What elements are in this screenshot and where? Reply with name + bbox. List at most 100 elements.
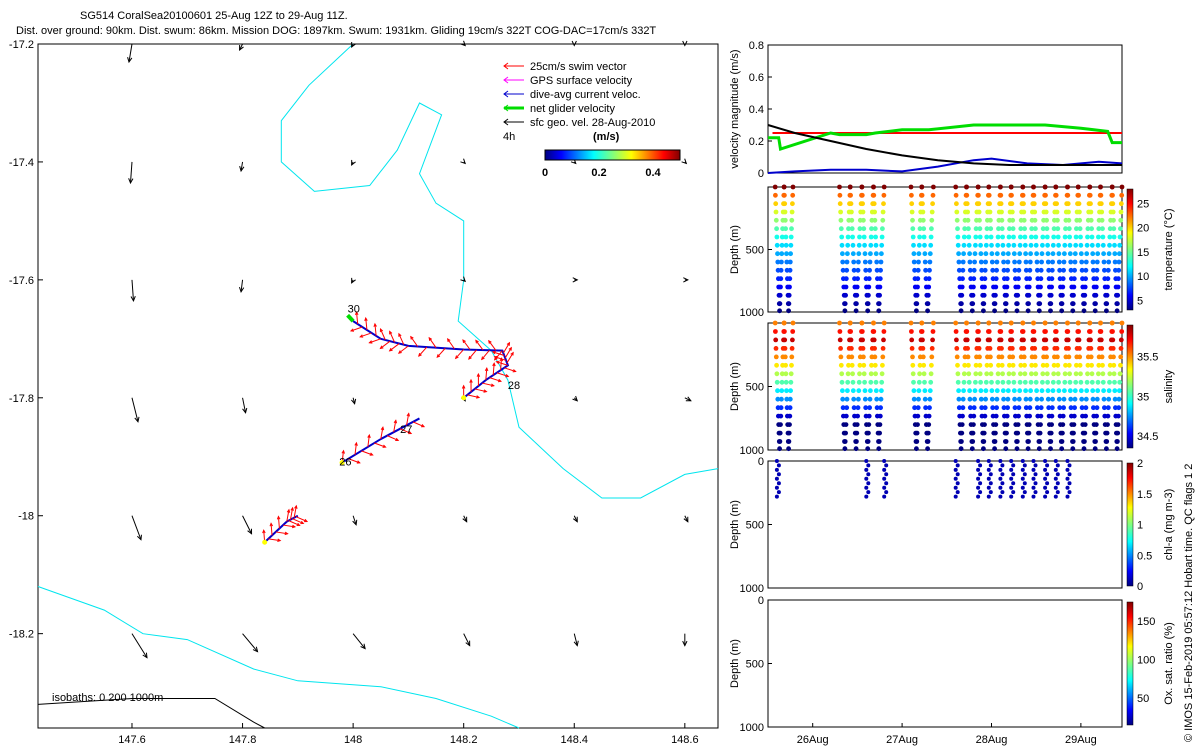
chla-profile-point [1065, 476, 1070, 481]
chla-profile-point [1000, 472, 1005, 477]
chla-profile-point [866, 490, 871, 495]
salinity-profile-point [1053, 320, 1059, 326]
temperature-profile-point [966, 226, 971, 232]
salinity-profile-point [873, 371, 878, 377]
chla-profile-point [1053, 494, 1058, 499]
temperature-profile-point [969, 308, 975, 314]
swim-vector-arrow [496, 372, 510, 378]
temperature-profile-point [1102, 267, 1107, 273]
chla-profile-point [1031, 485, 1036, 490]
swim-vector-arrow-head [484, 366, 489, 372]
chla-profile-point [1022, 490, 1027, 495]
temperature-profile-point [1066, 209, 1071, 215]
temperature-profile-point [850, 251, 856, 257]
temperature-profile-point [1104, 301, 1110, 307]
chla-profile-point [1045, 472, 1050, 477]
temperature-profile-point [917, 226, 923, 232]
temperature-colorbar-tick: 15 [1137, 247, 1149, 259]
temperature-profile-point [982, 267, 988, 273]
day-label: 28 [508, 380, 520, 392]
swim-vector-arrow-head [379, 328, 384, 333]
salinity-profile-point [929, 354, 935, 360]
geo-velocity-arrow-head [682, 40, 688, 47]
salinity-profile-point [845, 388, 850, 394]
chla-profile-point [998, 485, 1003, 490]
salinity-profile-point [973, 371, 979, 377]
temperature-profile-point [1060, 284, 1066, 290]
swim-vector-arrow-shaft [293, 505, 297, 518]
temperature-profile-point [1043, 209, 1049, 215]
salinity-profile-point [965, 346, 970, 351]
chla-profile-point [864, 494, 869, 499]
temperature-profile-point [915, 267, 921, 273]
salinity-profile-point [1065, 329, 1071, 334]
salinity-profile-point [1046, 405, 1052, 411]
oxygen-colorbar-tick: 150 [1137, 616, 1155, 628]
swim-vector-arrow [397, 345, 409, 354]
chla-profile-point [955, 463, 960, 468]
salinity-profile-point [1066, 362, 1072, 368]
temperature-profile-point [999, 209, 1004, 215]
oxygen-frame [767, 599, 1123, 728]
salinity-profile-point [1045, 388, 1051, 394]
salinity-profile-point [790, 329, 796, 334]
temperature-profile-point [1110, 201, 1116, 207]
chla-profile-point [882, 476, 887, 481]
salinity-profile-point [1043, 329, 1048, 334]
salinity-profile-point [788, 379, 794, 385]
salinity-profile-point [1114, 446, 1120, 452]
geo-velocity-arrow [460, 40, 467, 47]
swim-vector-arrow [495, 360, 509, 366]
salinity-profile-point [861, 371, 867, 377]
salinity-profile-point [1062, 388, 1067, 394]
temperature-profile-point [1001, 267, 1007, 273]
salinity-profile-point [956, 396, 962, 402]
geo-velocity-arrow-shaft [573, 633, 578, 646]
salinity-profile-point [1026, 422, 1032, 427]
map-xtick-label: 148.4 [560, 734, 588, 746]
salinity-profile-point [1094, 413, 1099, 419]
salinity-profile-point [920, 346, 926, 351]
salinity-profile-point [786, 446, 791, 452]
temperature-profile-point [1011, 234, 1016, 240]
temperature-profile-point [859, 184, 865, 190]
swim-vector-arrow-shaft [485, 368, 488, 381]
swim-vector-arrow [398, 332, 405, 345]
temperature-profile-point [850, 242, 856, 248]
salinity-profile-point [1105, 413, 1111, 419]
temperature-profile-point [1114, 308, 1120, 314]
swim-vector-arrow-head [462, 339, 466, 344]
geo-velocity-arrow-shaft [240, 161, 244, 172]
salinity-profile-point [1094, 405, 1100, 411]
salinity-profile-point [1068, 396, 1074, 402]
temperature-profile-point [1055, 217, 1060, 223]
geo-velocity-arrow-head [130, 296, 136, 303]
salinity-profile-point [1089, 379, 1095, 385]
swim-vector-arrow-head [356, 460, 361, 464]
salinity-profile-point [1066, 354, 1072, 360]
temperature-profile-point [966, 234, 972, 240]
temperature-profile-point [862, 242, 867, 248]
salinity-profile-point [789, 346, 795, 351]
velocity-ytick-label: 0.6 [749, 72, 764, 84]
geo-velocity-arrow [242, 633, 259, 653]
geo-velocity-arrow [352, 633, 366, 650]
chla-profile-point [1043, 467, 1048, 472]
salinity-profile-point [1029, 371, 1034, 377]
swim-vector-arrow [491, 350, 505, 357]
chla-colorbar [1126, 462, 1134, 587]
temperature-profile-point [989, 251, 995, 257]
swim-vector-arrow [436, 347, 446, 359]
temperature-profile-point [1004, 292, 1009, 298]
salinity-profile-point [1050, 388, 1056, 394]
temperature-profile-point [877, 276, 883, 282]
salinity-profile-point [1033, 379, 1039, 385]
chla-profile-point [1031, 467, 1036, 472]
swim-vector-arrow-shaft [428, 337, 437, 348]
salinity-profile-point [1077, 346, 1082, 351]
swim-vector-arrow [283, 524, 297, 529]
temperature-profile-point [1039, 251, 1045, 257]
salinity-profile-point [778, 405, 784, 411]
map-ytick-label: -17.6 [9, 275, 34, 287]
